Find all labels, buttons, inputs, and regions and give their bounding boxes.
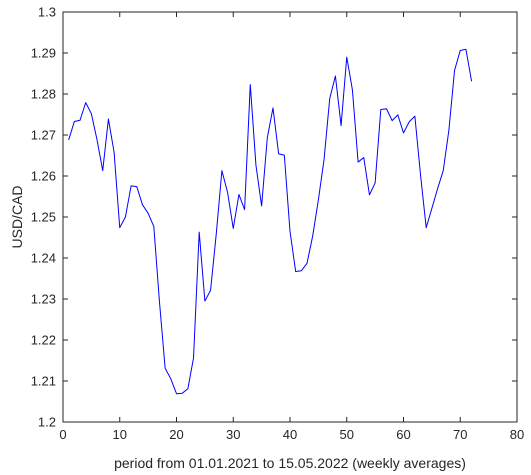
usd-cad-series-line <box>68 48 473 395</box>
y-tick-label: 1.27 <box>31 128 56 143</box>
x-tick-label: 60 <box>396 427 410 442</box>
y-tick-label: 1.28 <box>31 87 56 102</box>
x-tick-label: 70 <box>453 427 467 442</box>
x-tick-label: 30 <box>226 427 240 442</box>
x-tick-label: 20 <box>169 427 183 442</box>
plot-frame <box>62 11 518 423</box>
plot-area <box>62 11 518 423</box>
x-tick-label: 50 <box>340 427 354 442</box>
x-tick-label: 40 <box>283 427 297 442</box>
x-tick-label: 10 <box>113 427 127 442</box>
y-tick-label: 1.24 <box>31 251 56 266</box>
y-tick-label: 1.2 <box>38 415 56 430</box>
x-tick-label: 0 <box>59 427 66 442</box>
y-tick-label: 1.21 <box>31 374 56 389</box>
y-tick-label: 1.3 <box>38 5 56 20</box>
x-axis-label: period from 01.01.2021 to 15.05.2022 (we… <box>114 455 466 471</box>
series-layer <box>68 48 473 395</box>
x-tick-label: 80 <box>510 427 524 442</box>
x-axis: 0 10 20 30 40 50 60 70 80 <box>59 12 524 442</box>
y-axis-label: USD/CAD <box>9 185 25 248</box>
y-tick-label: 1.26 <box>31 169 56 184</box>
y-axis: 1.2 1.21 1.22 1.23 1.24 1.25 1.26 1.27 1.28 1.29 1… <box>31 5 517 430</box>
y-tick-label: 1.23 <box>31 292 56 307</box>
y-tick-label: 1.22 <box>31 333 56 348</box>
y-tick-label: 1.25 <box>31 210 56 225</box>
y-tick-label: 1.29 <box>31 46 56 61</box>
